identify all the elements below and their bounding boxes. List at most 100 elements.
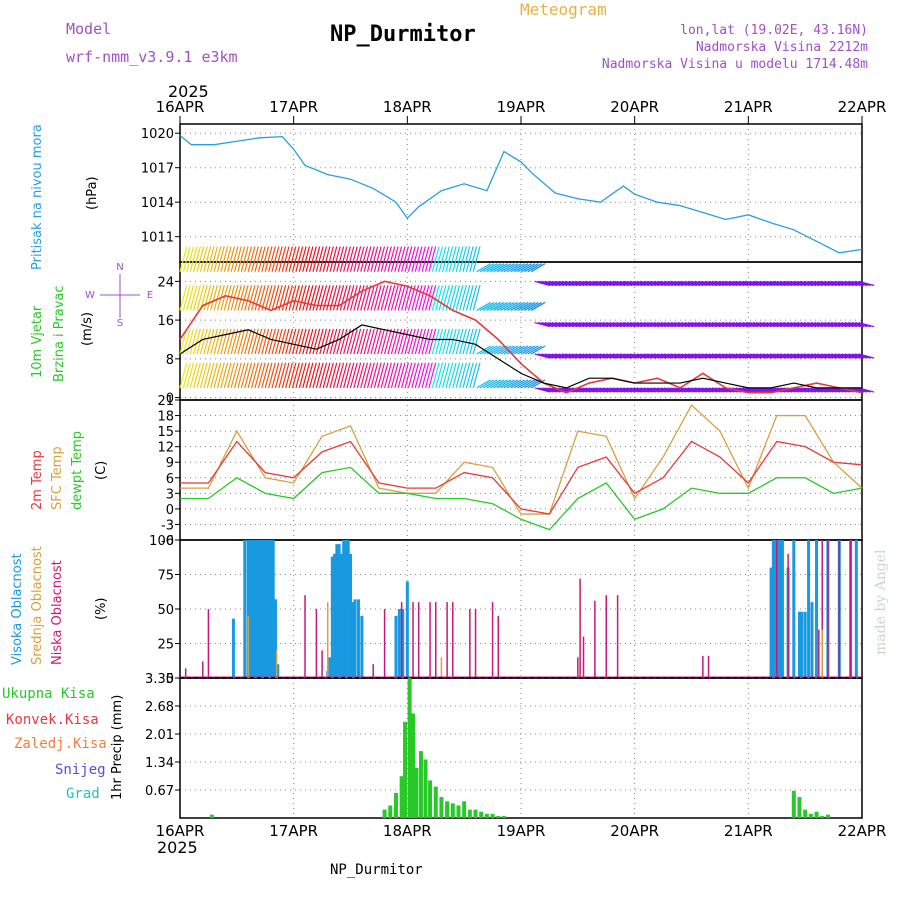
wind-arrow — [309, 285, 317, 311]
cloud-bar — [248, 540, 252, 678]
wind-arrow — [247, 362, 256, 389]
wind-arrow — [305, 285, 314, 311]
wind-arrow — [561, 387, 578, 393]
cloud-bar — [821, 629, 823, 678]
wind-arrow — [820, 321, 837, 328]
wind-arrow — [356, 362, 365, 389]
wind-arrow — [599, 353, 616, 359]
wind-arrow — [687, 321, 704, 328]
wind-arrow — [708, 387, 725, 393]
wind-arrow — [626, 353, 643, 359]
wind-arrow — [592, 321, 609, 328]
date-label-top: 22APR — [838, 98, 887, 116]
wind-arrow — [339, 362, 348, 389]
wind-arrow — [827, 353, 844, 359]
wind-arrow — [653, 353, 670, 359]
cloud-bar — [246, 540, 250, 678]
wind-arrow — [537, 280, 554, 287]
wind-arrow — [339, 246, 348, 272]
wind-arrow — [459, 362, 467, 389]
wind-arrow — [373, 285, 382, 311]
wind-arrow — [384, 362, 392, 389]
wind-gust-line — [179, 280, 863, 394]
wind-arrow — [841, 280, 858, 287]
wind-arrow — [786, 280, 803, 287]
wind-arrow — [691, 387, 708, 393]
wind-arrow — [233, 246, 242, 272]
wind-arrow — [370, 328, 379, 355]
wind-speed-line — [179, 324, 862, 389]
wind-arrow — [664, 321, 680, 328]
wind-arrow — [472, 285, 481, 311]
wind-arrow — [534, 321, 551, 328]
wind-arrow — [537, 353, 554, 359]
wind-arrow — [366, 246, 375, 272]
wind-arrow — [360, 328, 369, 355]
wind-arrow — [322, 362, 331, 389]
wind-arrow — [848, 387, 864, 393]
date-label-top: 18APR — [383, 98, 432, 116]
wind-arrow — [462, 246, 471, 272]
wind-arrow — [220, 328, 229, 355]
wind-arrow — [483, 379, 498, 389]
wind-arrow — [704, 353, 721, 359]
wind-arrow — [281, 362, 290, 389]
wind-arrow — [387, 328, 396, 355]
wind-arrow — [404, 328, 413, 355]
year-top: 2025 — [168, 82, 209, 101]
wind-arrow — [336, 285, 345, 311]
wind-arrow — [517, 379, 532, 389]
legend-ukupna: Ukupna Kisa — [2, 686, 95, 702]
wind-arrow — [414, 285, 423, 311]
cloud-bar — [360, 615, 364, 678]
wind-arrow — [281, 246, 290, 272]
wind-arrow — [595, 321, 612, 328]
cloud-bar — [243, 540, 247, 678]
wind-arrow — [629, 387, 646, 393]
wind-arrow — [551, 321, 568, 328]
wind-arrow — [616, 353, 633, 359]
wind-arrow — [589, 353, 605, 359]
wind-arrow — [776, 321, 793, 328]
wind-arrow — [424, 246, 433, 272]
wind-arrow — [803, 321, 820, 328]
wind-arrow — [773, 321, 789, 328]
wind-arrow — [271, 328, 280, 355]
wind-arrow — [606, 387, 622, 393]
cloud-bar — [849, 540, 852, 678]
wind-arrow — [759, 321, 776, 328]
wind-arrow — [530, 263, 546, 273]
wind-arrow — [561, 280, 578, 287]
cloud-bar — [321, 650, 323, 678]
wind-arrow — [189, 285, 198, 311]
wind-arrow — [216, 328, 225, 355]
wind-arrow — [483, 301, 498, 311]
wind-arrow — [619, 353, 636, 359]
wind-arrow — [503, 301, 519, 311]
wind-arrow — [244, 362, 253, 389]
precip-bar — [428, 780, 433, 818]
wind-arrow — [670, 280, 687, 287]
wind-arrow — [524, 301, 539, 311]
cloud-bar — [405, 581, 409, 678]
y-tick-label: 1020 — [141, 127, 174, 142]
wind-arrow — [298, 362, 307, 389]
wind-arrow — [783, 387, 800, 393]
cloud-bar — [605, 595, 607, 678]
wind-arrow — [530, 301, 546, 311]
wind-arrow — [401, 246, 409, 272]
wind-arrow — [193, 285, 201, 311]
wind-arrow — [681, 280, 697, 287]
cloud-bar — [342, 540, 346, 678]
wind-arrow — [387, 362, 396, 389]
wind-arrow — [332, 285, 341, 311]
wind-arrow — [810, 387, 827, 393]
wind-arrow — [462, 362, 471, 389]
wind-arrow — [711, 280, 728, 287]
wind-arrow — [599, 387, 616, 393]
wind-arrow — [288, 285, 297, 311]
cloud-bar — [349, 553, 352, 678]
precip-bar — [808, 813, 813, 818]
precip-bar — [411, 713, 416, 818]
wind-arrow — [592, 387, 609, 393]
